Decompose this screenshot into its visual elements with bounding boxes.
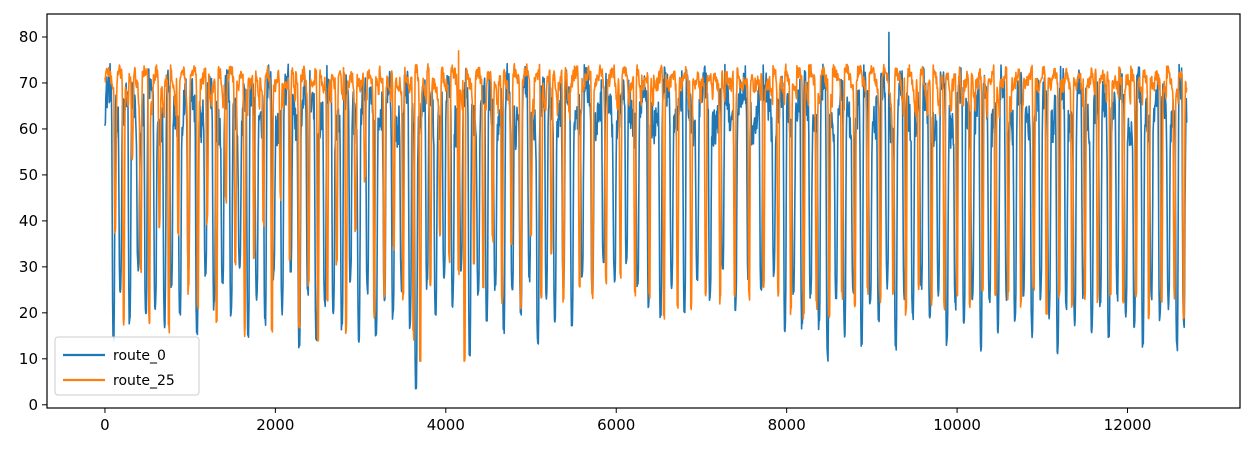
y-tick-label: 70 [19, 74, 38, 92]
legend: route_0 route_25 [54, 336, 200, 396]
y-tick-label: 40 [19, 212, 38, 230]
x-tick-label: 4000 [427, 416, 465, 434]
legend-label-route-0: route_0 [113, 348, 166, 364]
axes-frame [46, 13, 1241, 409]
x-tick-label: 10000 [933, 416, 981, 434]
series-layer [104, 31, 1188, 390]
y-tick-label: 60 [19, 120, 38, 138]
y-tick-label: 50 [19, 166, 38, 184]
ticks-layer: 0 2000 4000 6000 8000 10000 12000 0 10 20 30 40 50 60… [19, 28, 1151, 434]
x-tick-label: 8000 [768, 416, 806, 434]
series-line-route-25 [104, 50, 1188, 362]
x-tick-label: 2000 [256, 416, 294, 434]
x-tick-label: 6000 [597, 416, 635, 434]
y-tick-label: 20 [19, 304, 38, 322]
x-tick-label: 12000 [1104, 416, 1152, 434]
y-tick-label: 30 [19, 258, 38, 276]
legend-label-route-25: route_25 [113, 373, 175, 389]
series-line-route-0 [104, 31, 1188, 390]
y-tick-label: 80 [19, 28, 38, 46]
y-tick-label: 10 [19, 350, 38, 368]
y-tick-label: 0 [28, 396, 38, 414]
x-tick-label: 0 [100, 416, 110, 434]
